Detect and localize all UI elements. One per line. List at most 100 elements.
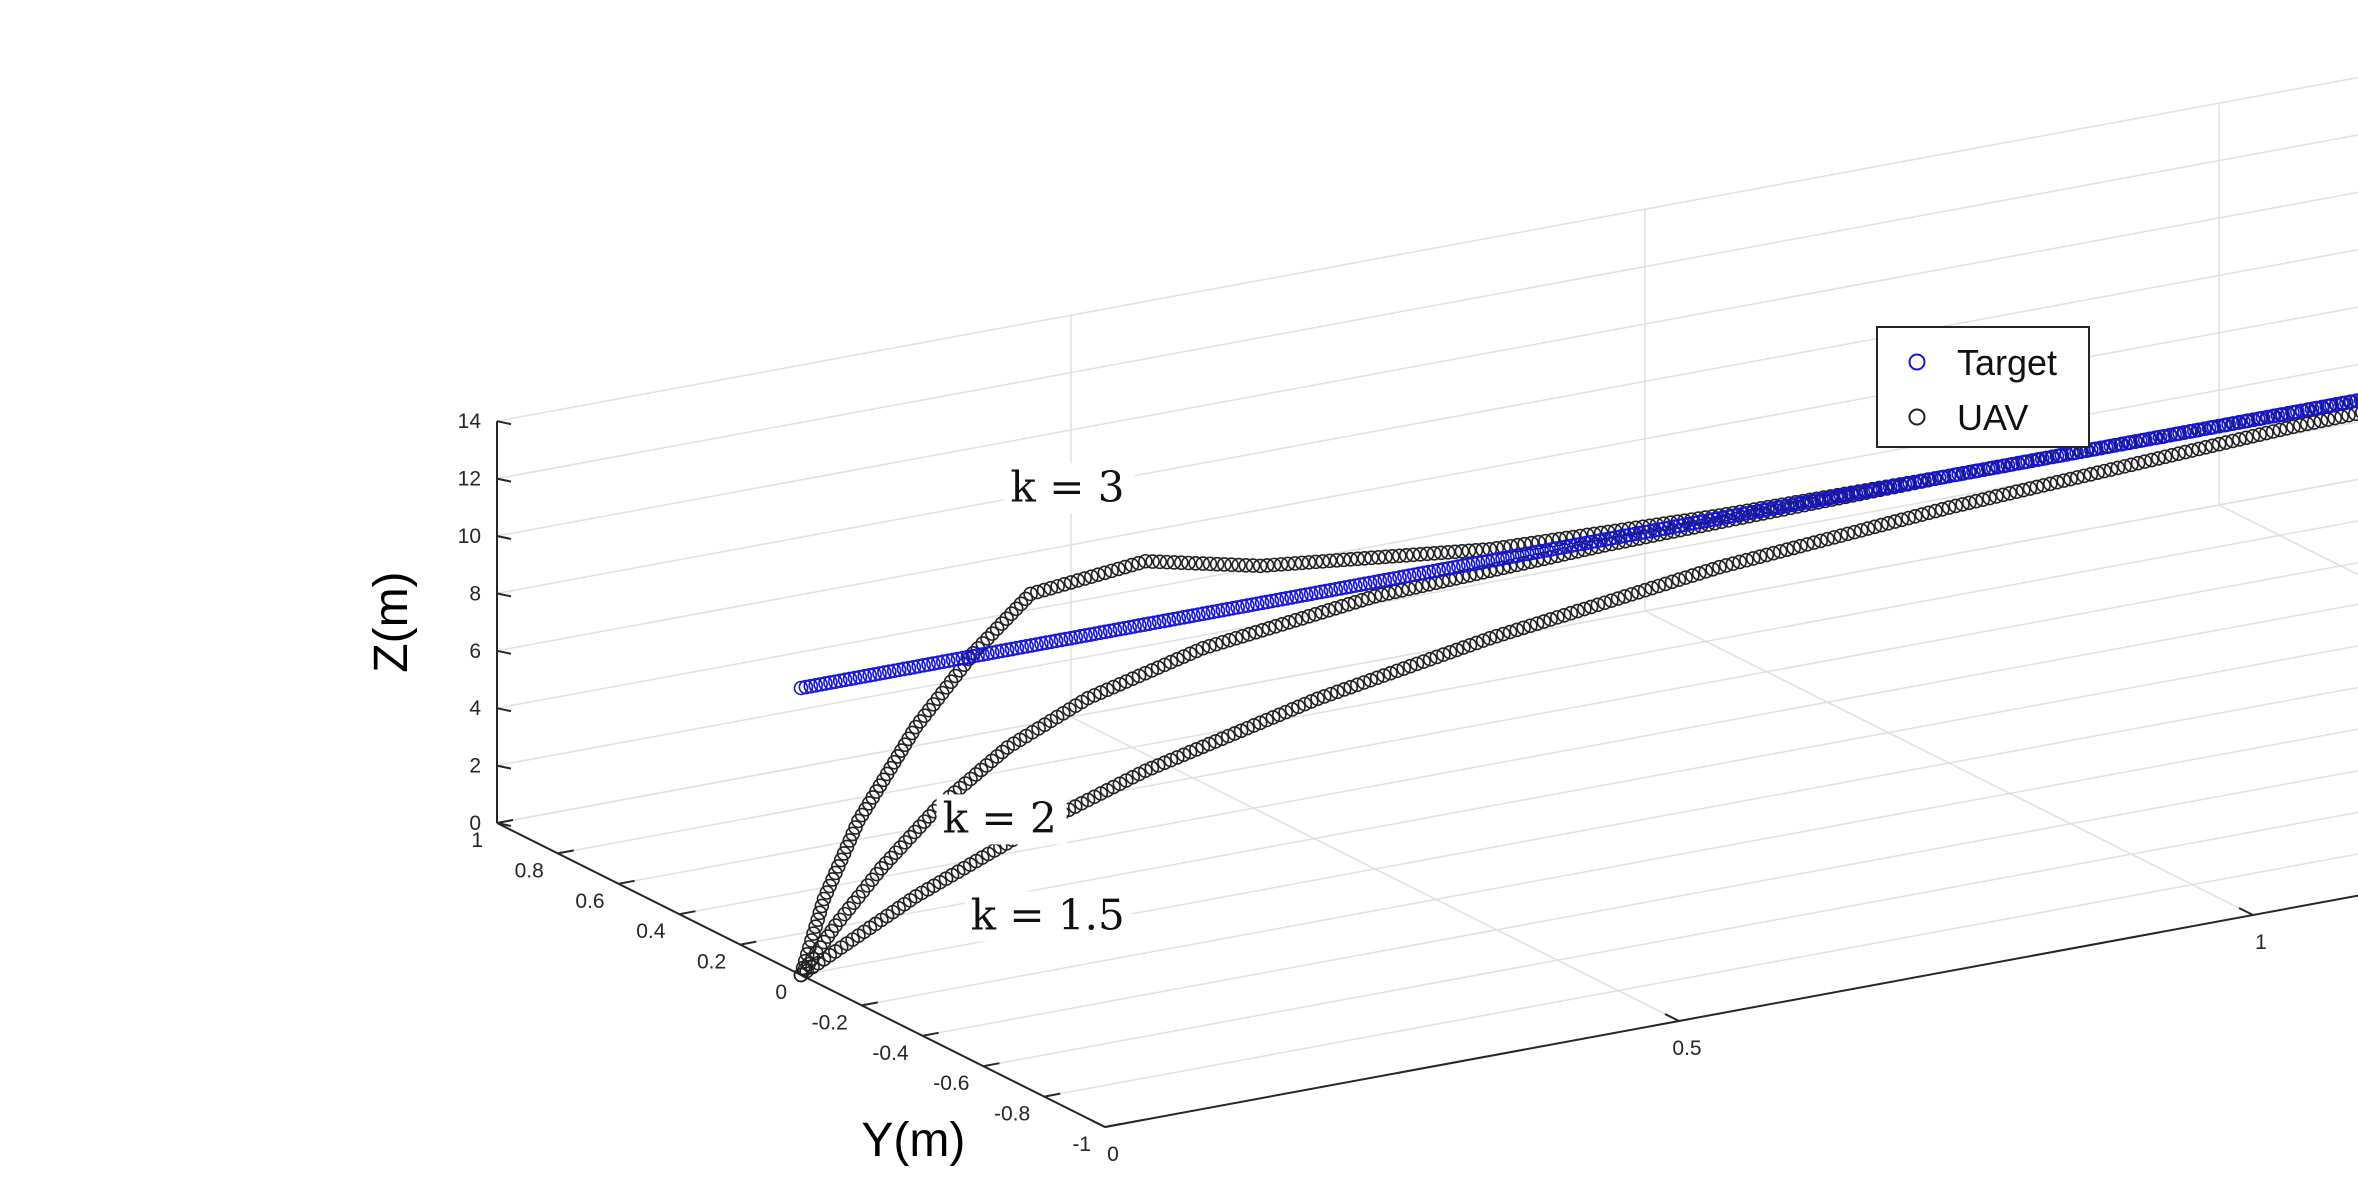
target-marker — [857, 668, 873, 684]
uav-marker — [1150, 758, 1166, 773]
uav-marker — [994, 616, 1010, 631]
uav-marker — [1806, 535, 1822, 550]
target-marker — [1299, 587, 1314, 602]
target-marker — [1853, 485, 1868, 500]
target-marker — [2000, 457, 2016, 473]
uav-marker — [1752, 549, 1768, 564]
uav-marker — [1416, 654, 1431, 669]
target-marker — [1294, 588, 1309, 603]
uav-marker — [1975, 492, 1991, 507]
y-tick — [618, 879, 635, 885]
target-marker — [2260, 409, 2276, 425]
target-marker — [1804, 494, 1819, 509]
target-marker — [1877, 480, 1893, 496]
target-marker — [1681, 516, 1697, 532]
target-marker — [1402, 568, 1417, 583]
uav-marker — [1357, 551, 1372, 566]
target-marker — [1318, 583, 1334, 599]
uav-marker — [1238, 558, 1254, 573]
target-marker — [980, 646, 995, 661]
target-marker — [1397, 569, 1412, 584]
target-marker — [1058, 631, 1074, 647]
uav-marker — [1461, 543, 1477, 559]
y-tick — [679, 910, 696, 916]
uav-marker — [1403, 658, 1418, 674]
target-marker — [2182, 424, 2197, 439]
uav-marker — [1195, 556, 1211, 571]
uav-marker — [1354, 593, 1370, 608]
target-marker — [798, 679, 814, 695]
uav-marker — [1624, 587, 1639, 602]
target-marker — [2015, 455, 2030, 470]
uav-marker — [902, 829, 918, 845]
target-marker — [1696, 513, 1712, 529]
uav-marker — [1745, 551, 1761, 566]
grid-line-floor-y — [1044, 853, 2358, 1098]
uav-marker — [1356, 675, 1372, 690]
uav-marker — [1468, 566, 1484, 582]
uav-marker — [1131, 668, 1147, 684]
uav-marker — [819, 885, 835, 900]
uav-marker — [995, 744, 1010, 760]
target-marker — [1745, 504, 1761, 520]
target-marker — [2054, 447, 2070, 463]
uav-marker — [2097, 463, 2112, 479]
uav-marker — [1860, 521, 1876, 536]
target-marker — [1220, 601, 1236, 617]
uav-marker — [1310, 691, 1325, 707]
target-marker — [1146, 615, 1162, 631]
target-marker — [1617, 528, 1633, 544]
uav-marker — [2049, 474, 2065, 490]
uav-marker — [1274, 616, 1290, 632]
target-marker — [2093, 440, 2109, 456]
x-tick — [2238, 907, 2254, 916]
uav-marker — [1334, 599, 1350, 614]
annotation-background — [1004, 463, 1135, 514]
target-marker — [935, 654, 951, 670]
uav-marker — [980, 631, 995, 646]
uav-marker — [985, 626, 1000, 641]
uav-marker — [1070, 573, 1086, 588]
uav-marker — [1036, 582, 1052, 598]
target-marker — [2123, 435, 2138, 450]
target-marker — [1465, 556, 1481, 572]
uav-marker — [1833, 528, 1849, 543]
grid-line-wall-z — [496, 191, 2358, 537]
target-marker — [1411, 566, 1427, 582]
uav-marker — [1315, 554, 1331, 569]
uav-marker — [1496, 626, 1511, 642]
target-marker — [1313, 584, 1329, 600]
target-marker — [1142, 616, 1157, 631]
target-marker — [1519, 546, 1535, 562]
target-marker — [1127, 619, 1142, 634]
uav-marker — [979, 758, 994, 773]
grid-line-wall-z — [496, 478, 2358, 824]
target-marker — [1652, 522, 1667, 537]
target-marker — [999, 642, 1015, 658]
uav-marker — [1152, 554, 1168, 570]
target-marker — [1578, 535, 1594, 551]
target-marker — [921, 657, 936, 672]
z-tick-label: 6 — [469, 640, 481, 663]
uav-marker — [1523, 618, 1538, 634]
target-marker — [1936, 469, 1952, 485]
target-marker — [1814, 492, 1829, 507]
target-marker — [1289, 589, 1304, 604]
uav-marker — [1233, 723, 1249, 739]
uav-marker — [1294, 611, 1310, 626]
legend[interactable]: Target UAV — [1876, 326, 2090, 448]
target-marker — [1912, 474, 1927, 489]
uav-marker — [1163, 752, 1179, 768]
uav-marker — [1169, 652, 1185, 667]
target-marker — [1195, 606, 1211, 622]
target-marker — [2294, 403, 2310, 419]
target-marker — [828, 674, 843, 689]
uav-marker — [1637, 582, 1653, 598]
target-marker — [2211, 418, 2227, 434]
target-marker — [2005, 456, 2021, 472]
uav-marker — [1316, 689, 1332, 704]
uav-marker — [839, 839, 855, 855]
target-marker — [2334, 396, 2349, 411]
uav-marker — [2205, 438, 2220, 454]
uav-marker — [1396, 661, 1411, 676]
